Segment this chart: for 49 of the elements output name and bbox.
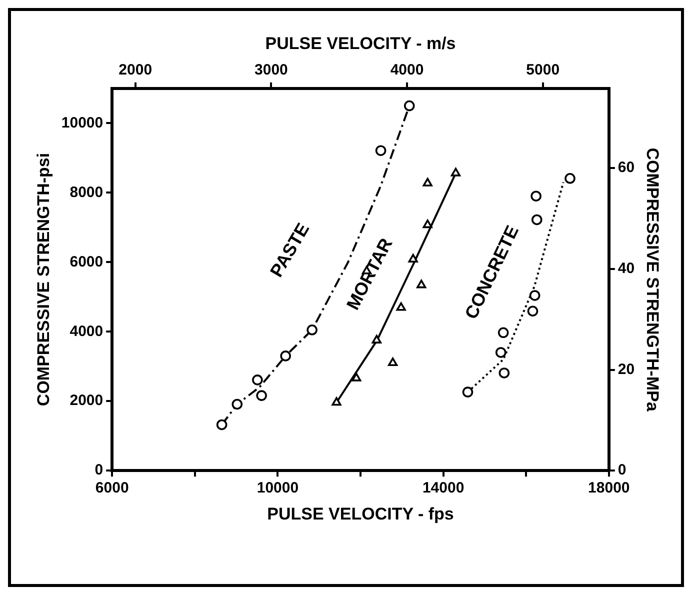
point	[372, 334, 382, 344]
point	[352, 372, 362, 382]
point	[530, 190, 542, 202]
point	[396, 302, 406, 311]
point	[232, 398, 243, 410]
y2-axis-title: COMPRESSIVE STRENGTH-MPa	[643, 148, 662, 412]
point	[495, 347, 506, 358]
y2-tick-label: 40	[618, 260, 635, 278]
point	[416, 280, 426, 288]
x2-tick-label: 2000	[118, 62, 152, 79]
point	[450, 168, 461, 176]
point	[216, 419, 228, 430]
point	[531, 214, 542, 226]
point	[422, 220, 432, 228]
x2-tick-label: 5000	[526, 62, 560, 79]
y-tick-label: 8000	[70, 184, 104, 201]
y-tick-label: 10000	[61, 114, 104, 132]
point	[256, 390, 267, 401]
point	[375, 145, 386, 156]
y-tick-label: 4000	[70, 322, 104, 340]
point	[422, 178, 432, 186]
point	[332, 397, 342, 406]
y2-tick-label: 20	[618, 360, 635, 378]
point	[527, 306, 538, 317]
point	[498, 327, 509, 338]
point	[564, 172, 576, 184]
point	[306, 324, 318, 336]
y2-tick-label: 60	[618, 159, 635, 176]
x-tick-label: 6000	[95, 480, 129, 497]
point	[529, 290, 540, 301]
point	[280, 350, 291, 362]
x2-axis-title: PULSE VELOCITY - m/s	[265, 34, 456, 53]
x-tick-label: 10000	[256, 480, 299, 497]
y-axis-title: COMPRESSIVE STRENGTH-psi	[34, 152, 53, 406]
y-tick-label: 2000	[70, 392, 104, 410]
x-tick-label: 14000	[422, 480, 464, 497]
point	[498, 368, 510, 378]
point	[388, 357, 398, 366]
x-tick-label: 18000	[588, 480, 630, 497]
y-tick-label: 0	[94, 462, 104, 479]
x-axis-title: PULSE VELOCITY - fps	[267, 504, 454, 524]
point	[408, 254, 418, 262]
x2-tick-label: 3000	[254, 62, 288, 79]
point	[252, 374, 263, 386]
y-tick-label: 6000	[70, 253, 104, 270]
y2-tick-label: 0	[618, 462, 626, 479]
x2-tick-label: 4000	[390, 62, 424, 79]
point	[462, 386, 474, 398]
point	[404, 100, 415, 112]
